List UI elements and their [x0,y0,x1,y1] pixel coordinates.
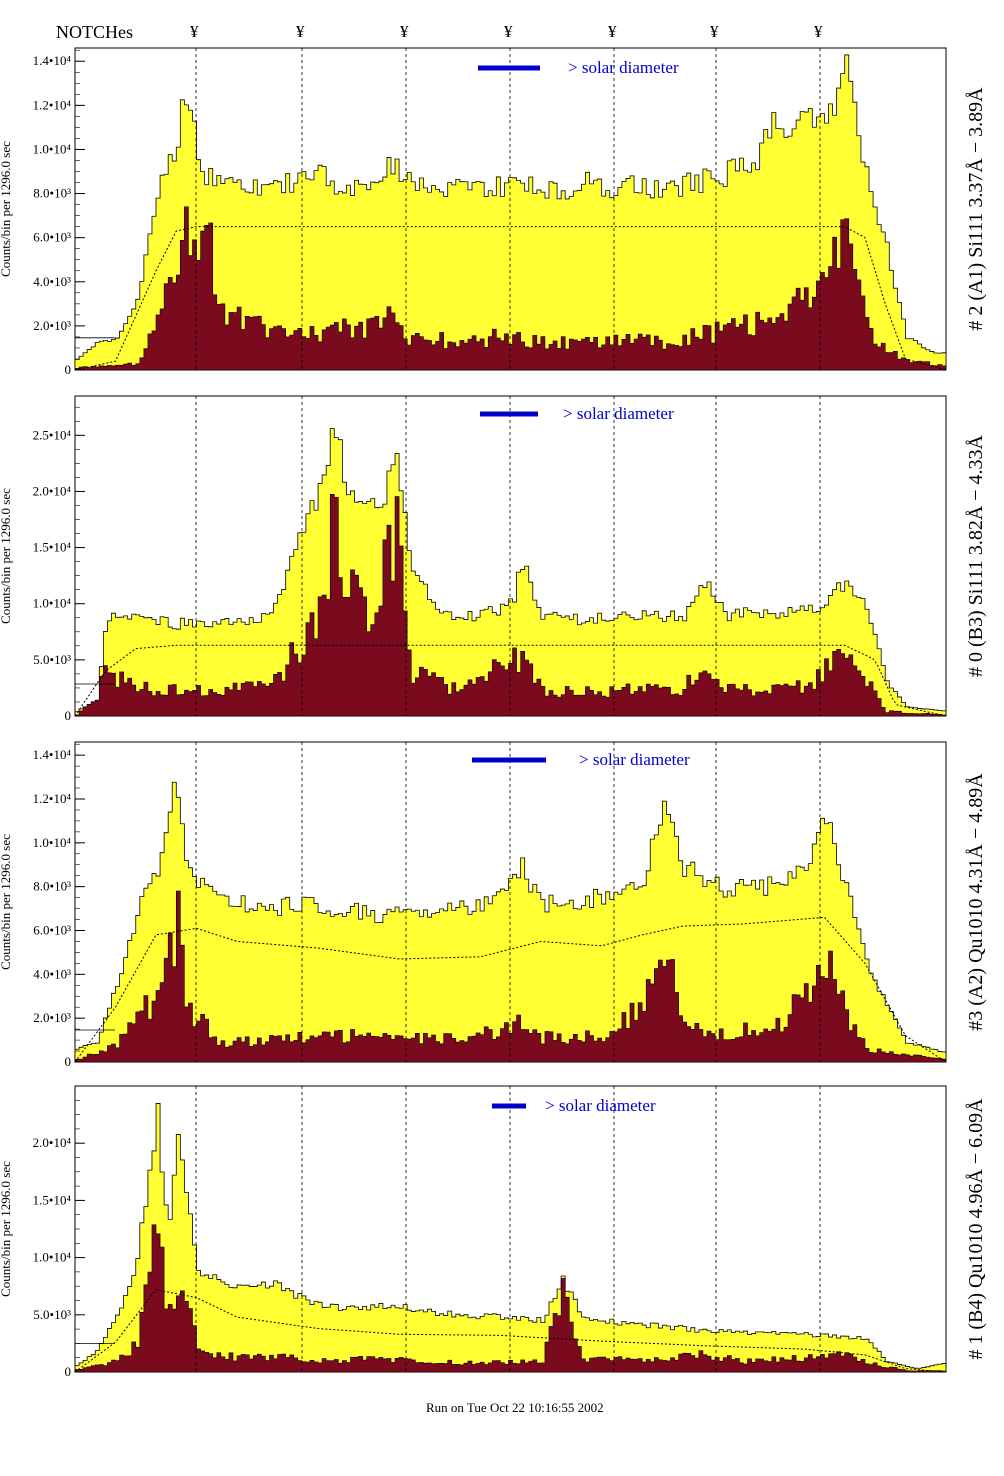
panel-label: # 1 (B4) Qu1010 4.96Å − 6.09Å [965,1098,987,1360]
notch-marker: ¥ [710,22,719,41]
y-tick-label: 2.0•10⁴ [33,483,72,498]
legend-text: > solar diameter [579,750,690,769]
y-tick-label: 4.0•10³ [33,966,71,981]
notch-marker: ¥ [296,22,305,41]
histogram-background [74,890,947,1063]
notch-marker: ¥ [814,22,823,41]
notch-marker: ¥ [190,22,199,41]
panel-label: #3 (A2) Qu1010 4.31Å − 4.89Å [965,773,987,1031]
y-axis-label: Counts/bin per 1296.0 sec [0,488,13,624]
y-tick-label: 2.0•10³ [33,318,71,333]
y-tick-label: 1.5•10⁴ [33,540,72,555]
legend-text: > solar diameter [563,404,674,423]
histogram-total [74,54,947,371]
histogram-total [74,1103,947,1373]
y-tick-label: 0 [65,1364,72,1379]
panel-b3-si111: 0 5.0•10³ 1.0•10⁴ 1.5•10⁴ 2.0•10⁴ 2.5•10⁴ Coun… [0,395,987,723]
smooth-envelope [74,1289,947,1373]
legend-text: > solar diameter [568,58,679,77]
y-axis-label: Counts/bin per 1296.0 sec [0,834,13,970]
y-tick-label: 1.4•10⁴ [33,747,72,762]
panel-label: # 0 (B3) Si111 3.82Å − 4.33Å [965,434,987,677]
legend-text: > solar diameter [545,1096,656,1115]
footer-timestamp: Run on Tue Oct 22 10:16:55 2002 [426,1400,604,1415]
notch-markers: ¥ ¥ ¥ ¥ ¥ ¥ ¥ [190,22,823,41]
smooth-envelope [74,916,947,1063]
y-tick-label: 1.0•10⁴ [33,141,72,156]
panel-label: # 2 (A1) Si111 3.37Å − 3.89Å [965,87,987,331]
y-tick-label: 2.0•10⁴ [33,1135,72,1150]
y-tick-label: 1.5•10⁴ [33,1192,72,1207]
y-tick-label: 1.2•10⁴ [33,97,72,112]
notch-marker: ¥ [608,22,617,41]
y-tick-label: 0 [65,1054,72,1069]
y-axis-label: Counts/bin per 1296.0 sec [0,1161,13,1297]
y-tick-label: 2.0•10³ [33,1010,71,1025]
y-tick-label: 5.0•10³ [33,652,71,667]
smooth-envelope [74,644,947,717]
y-tick-label: 5.0•10³ [33,1307,71,1322]
y-tick-label: 1.2•10⁴ [33,791,72,806]
panel-b4-qu1010: 0 5.0•10³ 1.0•10⁴ 1.5•10⁴ 2.0•10⁴ Counts/bin … [0,1085,987,1379]
y-tick-label: 1.0•10⁴ [33,835,72,850]
y-tick-label: 8.0•10³ [33,879,71,894]
y-tick-label: 2.5•10⁴ [33,427,72,442]
y-tick-label: 1.0•10⁴ [33,1250,72,1265]
notches-title: NOTCHes [56,22,133,42]
smooth-envelope [74,226,947,371]
y-axis-label: Counts/bin per 1296.0 sec [0,141,13,277]
histogram-background [74,1224,947,1373]
panel-a2-qu1010: 0 2.0•10³ 4.0•10³ 6.0•10³ 8.0•10³ 1.0•10⁴ 1.2•… [0,741,987,1069]
y-tick-label: 8.0•10³ [33,186,71,201]
y-tick-label: 4.0•10³ [33,274,71,289]
panel-a1-si111: 0 2.0•10³ 4.0•10³ 6.0•10³ 8.0•10³ 1.0•10⁴ 1.2•… [0,47,987,377]
notch-marker: ¥ [400,22,409,41]
histogram-total [74,781,947,1063]
histogram-background [74,494,947,717]
histogram-background [74,206,947,371]
y-tick-label: 0 [65,708,72,723]
y-tick-label: 6.0•10³ [33,230,71,245]
y-tick-label: 1.0•10⁴ [33,596,72,611]
notch-marker: ¥ [504,22,513,41]
y-tick-label: 1.4•10⁴ [33,53,72,68]
y-tick-label: 6.0•10³ [33,922,71,937]
y-tick-label: 0 [65,362,72,377]
